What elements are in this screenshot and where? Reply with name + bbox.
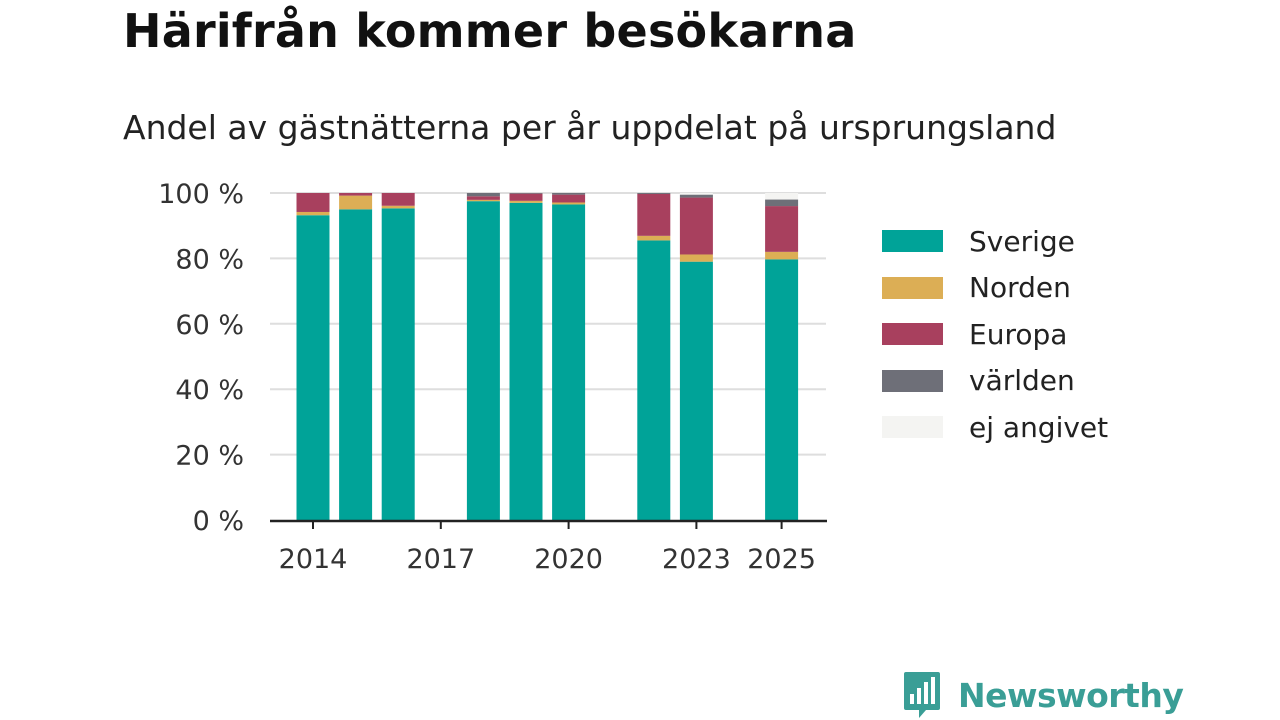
bar-segment-sverige [765, 259, 799, 520]
bar-segment-sverige [296, 215, 330, 520]
legend-swatch [882, 230, 943, 253]
legend-swatch [882, 369, 943, 392]
bar-segment-ej-angivet [679, 193, 713, 195]
bars [296, 193, 799, 521]
bar-segment-norden [679, 254, 713, 262]
bar-segment-europa [552, 194, 586, 203]
x-tick-label: 2020 [534, 544, 603, 575]
bar-segment-världen [509, 193, 543, 194]
legend-item: världen [882, 358, 1108, 405]
x-tick-label: 2025 [747, 544, 816, 575]
legend-swatch [882, 276, 943, 299]
chart-subtitle: Andel av gästnätterna per år uppdelat på… [123, 108, 1057, 147]
bar-segment-ej-angivet [765, 193, 799, 200]
bar-segment-europa [637, 193, 671, 236]
y-tick-label: 60 % [175, 310, 244, 341]
bar-segment-sverige [552, 204, 586, 520]
legend-item: Europa [882, 311, 1108, 358]
bar-segment-sverige [339, 209, 373, 520]
bar-segment-sverige [637, 240, 671, 521]
newsworthy-logo-icon [904, 672, 940, 718]
legend-label: ej angivet [969, 410, 1109, 444]
legend-item: Norden [882, 265, 1108, 312]
bar-segment-världen [765, 199, 799, 207]
bar-segment-norden [509, 200, 543, 203]
x-tick-label: 2014 [279, 544, 348, 575]
bar-segment-sverige [679, 261, 713, 520]
bar-segment-europa [509, 193, 543, 201]
bar-segment-världen [552, 193, 586, 195]
newsworthy-logo: Newsworthy [902, 670, 1184, 720]
legend-label: Norden [969, 271, 1071, 305]
bar-segment-sverige [466, 201, 500, 521]
bar-segment-världen [637, 193, 671, 194]
bar-segment-världen [679, 194, 713, 198]
x-tick-label: 2017 [406, 544, 475, 575]
bar-segment-norden [552, 202, 586, 205]
legend-item: ej angivet [882, 404, 1108, 451]
bar-segment-europa [296, 193, 330, 212]
legend-label: Sverige [969, 224, 1075, 258]
bar-segment-norden [339, 195, 373, 210]
legend-label: Europa [969, 317, 1068, 351]
legend-swatch [882, 323, 943, 346]
bar-segment-norden [765, 251, 799, 260]
chart-title: Härifrån kommer besökarna [123, 4, 857, 58]
y-tick-label: 20 % [175, 441, 244, 472]
newsworthy-logo-text: Newsworthy [958, 675, 1184, 715]
legend-swatch [882, 416, 943, 439]
y-tick-label: 0 % [193, 506, 244, 537]
bar-segment-sverige [509, 202, 543, 520]
bar-segment-europa [765, 206, 799, 252]
bar-segment-europa [339, 193, 373, 196]
bar-segment-europa [381, 193, 415, 206]
bar-segment-norden [296, 211, 330, 216]
legend: Sverige Norden Europa världen ej angivet [882, 218, 1108, 451]
bar-segment-europa [466, 196, 500, 200]
legend-item: Sverige [882, 218, 1108, 265]
y-tick-label: 100 % [158, 179, 244, 210]
y-tick-label: 40 % [175, 375, 244, 406]
bar-segment-norden [381, 205, 415, 209]
bar-segment-norden [466, 199, 500, 202]
bar-segment-europa [679, 197, 713, 255]
axes: 0 % 20 % 40 % 60 % 80 % 100 % 2014 2017 2020 2023… [158, 179, 827, 575]
x-tick-label: 2023 [662, 544, 731, 575]
bar-segment-världen [466, 193, 500, 197]
bar-segment-norden [637, 235, 671, 241]
y-tick-label: 80 % [175, 244, 244, 275]
legend-label: världen [969, 364, 1075, 398]
bar-segment-sverige [381, 208, 415, 520]
